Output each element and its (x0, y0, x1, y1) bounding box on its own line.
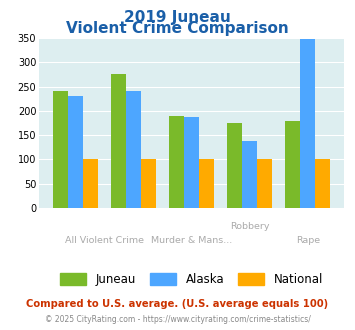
Bar (184, 116, 199, 208)
Text: Violent Crime Comparison: Violent Crime Comparison (66, 21, 289, 36)
Bar (126, 91, 141, 208)
Bar (141, 159, 156, 208)
Text: All Violent Crime: All Violent Crime (65, 236, 144, 245)
Text: 2019 Juneau: 2019 Juneau (124, 10, 231, 25)
Bar (300, 39, 315, 208)
Bar (111, 74, 126, 208)
Bar (169, 115, 184, 208)
Bar (315, 159, 331, 208)
Text: Murder & Mans...: Murder & Mans... (151, 236, 232, 245)
Bar (285, 121, 300, 208)
Bar (53, 91, 68, 208)
Text: Rape: Rape (296, 236, 320, 245)
Bar (227, 123, 242, 208)
Bar (83, 159, 98, 208)
Text: Robbery: Robbery (230, 222, 269, 231)
Text: © 2025 CityRating.com - https://www.cityrating.com/crime-statistics/: © 2025 CityRating.com - https://www.city… (45, 315, 310, 324)
Bar (68, 96, 83, 208)
Legend: Juneau, Alaska, National: Juneau, Alaska, National (55, 268, 328, 290)
Bar (257, 159, 272, 208)
Text: Compared to U.S. average. (U.S. average equals 100): Compared to U.S. average. (U.S. average … (26, 299, 329, 309)
Bar (199, 159, 214, 208)
Bar (242, 141, 257, 208)
